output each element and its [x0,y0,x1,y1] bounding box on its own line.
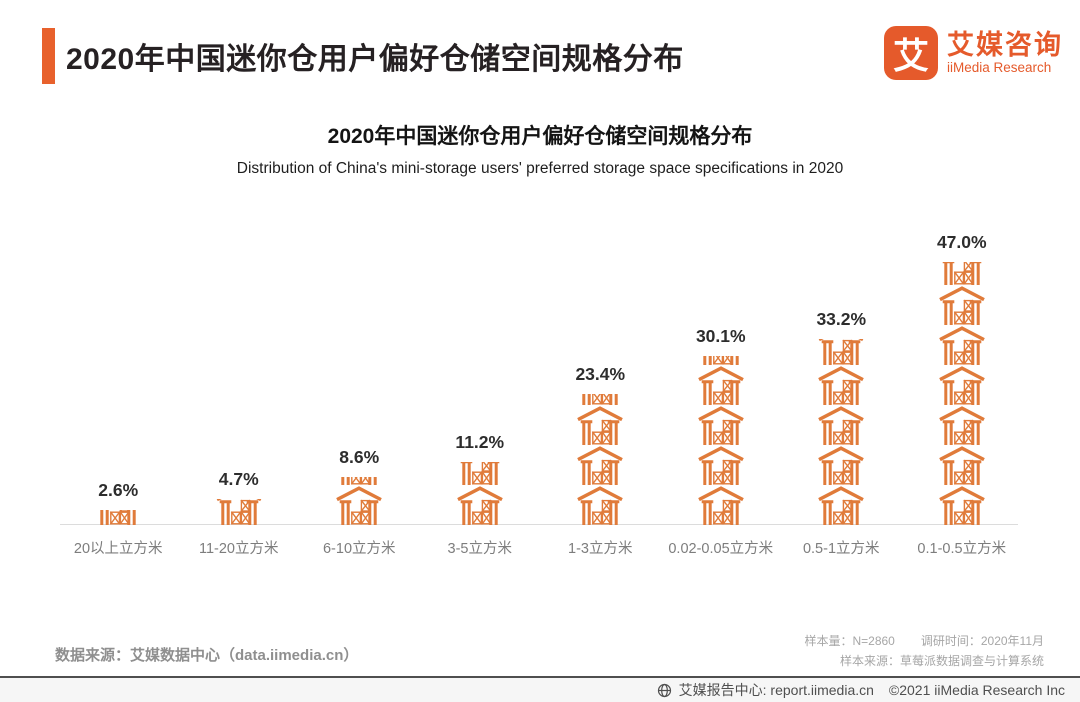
pictogram-bar [697,356,744,525]
category-label: 0.1-0.5立方米 [917,541,1007,557]
warehouse-icon [938,406,985,445]
pictogram-bar [577,393,624,525]
bar-value-label: 2.6% [98,480,139,501]
header-accent-bar [42,28,55,84]
iimedia-logo-text: 艾媒咨询 iiMedia Research [947,29,1063,76]
warehouse-icon [456,486,503,525]
x-axis-baseline [60,524,1018,525]
survey-time: 调研时间：2020年11月 [920,634,1044,648]
pictogram-bar-chart: 2.6% 4.7% 8.6% 11.2% 23.4% 30.1% 33.2% 47.0% [58,200,1022,525]
iimedia-logo-mark: 艾 [884,26,938,80]
bar-column: 2.6% [58,200,179,525]
bar-value-label: 23.4% [575,363,626,384]
bar-value-label: 11.2% [455,432,505,453]
pictogram-bar [456,462,503,525]
warehouse-icon [938,286,985,325]
sample-size: 样本量：N=2860 [804,634,895,648]
warehouse-icon [697,366,744,405]
warehouse-icon [818,486,865,525]
warehouse-icon [577,446,624,485]
bar-column: 30.1% [661,200,782,525]
warehouse-icon [938,366,985,405]
warehouse-icon [216,498,262,525]
category-label: 1-3立方米 [568,541,633,557]
warehouse-icon [336,486,383,525]
iimedia-logo: 艾 艾媒咨询 iiMedia Research [884,26,1063,80]
warehouse-icon [938,326,985,365]
x-axis-labels: 20以上立方米 11-20立方米 6-10立方米 3-5立方米 1-3立方米 0.02-0… [58,537,1022,558]
logo-name-en: iiMedia Research [947,60,1052,76]
warehouse-icon [703,356,739,365]
sample-source: 样本来源：草莓派数据调查与计算系统 [839,654,1044,668]
copyright-text: ©2021 iiMedia Research Inc [888,682,1065,698]
bar-column: 11.2% [420,200,541,525]
warehouse-icon [938,486,985,525]
bar-value-label: 47.0% [936,231,987,252]
warehouse-icon [697,486,744,525]
bar-column: 47.0% [902,200,1023,525]
warehouse-icon [577,406,624,445]
category-label: 20以上立方米 [73,541,163,557]
pictogram-bar [938,261,985,525]
category-label: 11-20立方米 [198,541,279,557]
bar-column: 8.6% [299,200,420,525]
bar-value-label: 8.6% [339,446,380,467]
pictogram-bar [818,339,865,525]
bar-column: 33.2% [781,200,902,525]
bar-value-label: 33.2% [816,309,867,330]
logo-name-cn: 艾媒咨询 [947,29,1063,60]
category-label: 0.02-0.05立方米 [668,541,774,557]
chart-subtitle: Distribution of China's mini-storage use… [236,160,844,177]
warehouse-icon [341,476,377,485]
page-title: 2020年中国迷你仓用户偏好仓储空间规格分布 [66,43,684,76]
warehouse-icon [818,339,864,365]
warehouse-icon [942,261,982,285]
warehouse-icon [818,366,865,405]
warehouse-icon [582,393,618,405]
warehouse-icon [818,406,865,445]
category-label: 3-5立方米 [447,541,512,557]
category-label: 6-10立方米 [322,541,396,557]
bar-column: 23.4% [540,200,661,525]
pictogram-bar [336,476,383,525]
warehouse-icon [818,446,865,485]
report-center-link: 艾媒报告中心: report.iimedia.cn [678,682,874,698]
globe-icon [657,683,671,697]
category-label: 0.5-1立方米 [802,541,880,557]
warehouse-icon [460,462,500,485]
survey-note-line1: 样本量：N=2860 调研时间：2020年11月 [804,631,1044,651]
bar-value-label: 30.1% [695,326,746,347]
warehouse-icon [697,406,744,445]
bar-value-label: 4.7% [218,468,259,489]
pictogram-bar [216,498,262,525]
bar-column: 4.7% [179,200,300,525]
warehouse-icon [577,486,624,525]
bottom-bar: 艾媒报告中心: report.iimedia.cn ©2021 iiMedia … [0,676,1080,702]
warehouse-icon [697,446,744,485]
chart-title: 2020年中国迷你仓用户偏好仓储空间规格分布 [327,125,753,148]
pictogram-bar [95,510,141,525]
data-source-note: 数据来源：艾媒数据中心（data.iimedia.cn） [55,647,359,664]
warehouse-icon [100,510,136,525]
survey-notes: 样本量：N=2860 调研时间：2020年11月 样本来源：草莓派数据调查与计算系… [804,631,1044,671]
warehouse-icon [938,446,985,485]
